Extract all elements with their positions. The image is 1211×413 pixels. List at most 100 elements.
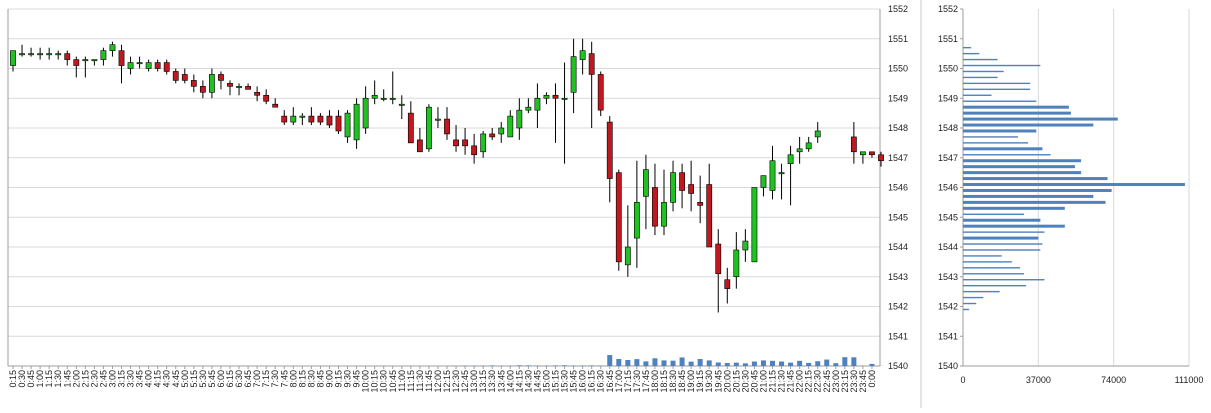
profile-y-tick-label: 1541 bbox=[938, 331, 958, 341]
y-tick-label: 1552 bbox=[888, 4, 908, 14]
candle-body-down bbox=[245, 86, 250, 89]
candle-body-up bbox=[788, 155, 793, 164]
volume-bar bbox=[743, 363, 748, 366]
y-tick-label: 1548 bbox=[888, 123, 908, 133]
volume-bar bbox=[607, 355, 612, 366]
candle-body-up bbox=[399, 104, 404, 105]
y-tick-label: 1540 bbox=[888, 361, 908, 371]
volume-bar bbox=[779, 362, 784, 366]
profile-y-tick-label: 1540 bbox=[938, 361, 958, 371]
profile-bar bbox=[963, 214, 1024, 215]
profile-bar bbox=[963, 279, 1044, 280]
profile-bar bbox=[963, 89, 1030, 90]
volume-bar bbox=[788, 363, 793, 366]
profile-bar bbox=[963, 267, 1020, 268]
candle-body-up bbox=[670, 173, 675, 203]
volume-bar bbox=[553, 365, 558, 366]
profile-bar bbox=[963, 261, 1012, 262]
profile-bar bbox=[963, 65, 1040, 66]
candle-body-up bbox=[101, 51, 106, 60]
candle-body-down bbox=[336, 116, 341, 131]
profile-bar bbox=[963, 136, 1018, 137]
candle-body-up bbox=[128, 63, 133, 69]
profile-bar bbox=[963, 285, 1026, 286]
candle-body-down bbox=[74, 60, 79, 66]
volume-bar bbox=[643, 361, 648, 366]
candle-body-down bbox=[679, 173, 684, 191]
candle-body-up bbox=[571, 57, 576, 93]
profile-y-tick-label: 1546 bbox=[938, 183, 958, 193]
profile-bar bbox=[963, 201, 1106, 204]
candle-body-up bbox=[390, 98, 395, 99]
volume-bar bbox=[716, 363, 721, 367]
candle-body-up bbox=[481, 134, 486, 152]
candle-body-up bbox=[83, 60, 88, 61]
candle-body-down bbox=[444, 119, 449, 134]
profile-bar bbox=[963, 177, 1108, 180]
candle-body-up bbox=[634, 202, 639, 238]
candle-body-down bbox=[472, 146, 477, 155]
volume-bar bbox=[761, 360, 766, 366]
candle-body-up bbox=[363, 98, 368, 128]
profile-y-tick-label: 1543 bbox=[938, 272, 958, 282]
candle-body-up bbox=[426, 107, 431, 149]
candle-body-down bbox=[182, 74, 187, 80]
candle-body-down bbox=[309, 116, 314, 122]
profile-bar bbox=[963, 154, 1051, 155]
candle-body-down bbox=[607, 122, 612, 179]
candle-body-up bbox=[300, 116, 305, 117]
profile-bar bbox=[963, 47, 971, 48]
candle-body-down bbox=[191, 80, 196, 86]
y-tick-label: 1544 bbox=[888, 242, 908, 252]
candle-body-down bbox=[282, 116, 287, 122]
candle-body-up bbox=[752, 188, 757, 262]
candle-body-down bbox=[462, 140, 467, 146]
volume-bar bbox=[797, 361, 802, 366]
candle-body-up bbox=[146, 63, 151, 69]
profile-bar bbox=[963, 106, 1069, 109]
profile-bar bbox=[963, 219, 1040, 222]
candle-body-up bbox=[291, 116, 296, 122]
candle-body-up bbox=[562, 98, 567, 99]
volume-bar bbox=[616, 359, 621, 366]
volume-bar bbox=[625, 360, 630, 366]
profile-bar bbox=[963, 183, 1185, 186]
profile-bar bbox=[963, 124, 1093, 127]
candle-body-down bbox=[616, 173, 621, 262]
candle-body-down bbox=[318, 116, 323, 122]
profile-x-tick-label: 0 bbox=[960, 375, 965, 385]
candle-body-down bbox=[878, 155, 883, 161]
profile-bar bbox=[963, 59, 998, 60]
candle-body-down bbox=[218, 74, 223, 80]
candle-body-down bbox=[553, 95, 558, 98]
profile-bar bbox=[963, 53, 979, 54]
candle-body-up bbox=[508, 116, 513, 137]
candle-body-up bbox=[643, 170, 648, 197]
profile-y-tick-label: 1542 bbox=[938, 302, 958, 312]
candle-body-down bbox=[155, 63, 160, 69]
candle-body-up bbox=[535, 98, 540, 110]
volume-bar bbox=[698, 359, 703, 366]
profile-y-tick-label: 1549 bbox=[938, 93, 958, 103]
y-tick-label: 1547 bbox=[888, 153, 908, 163]
candle-body-up bbox=[381, 98, 386, 99]
candle-body-down bbox=[65, 54, 70, 60]
profile-y-tick-label: 1545 bbox=[938, 212, 958, 222]
profile-bar bbox=[963, 147, 1042, 150]
candle-body-down bbox=[716, 244, 721, 274]
profile-x-tick-label: 111000 bbox=[1175, 375, 1204, 385]
candle-body-down bbox=[264, 95, 269, 101]
profile-bar bbox=[963, 129, 1036, 132]
candle-body-up bbox=[761, 176, 766, 188]
candle-body-down bbox=[408, 113, 413, 143]
profile-y-tick-label: 1547 bbox=[938, 153, 958, 163]
volume-bar bbox=[652, 358, 657, 366]
volume-bar bbox=[689, 362, 694, 366]
candle-body-up bbox=[806, 143, 811, 149]
profile-y-tick-label: 1550 bbox=[938, 64, 958, 74]
volume-bar bbox=[490, 365, 495, 366]
volume-bar bbox=[517, 365, 522, 366]
candle-body-down bbox=[164, 63, 169, 72]
